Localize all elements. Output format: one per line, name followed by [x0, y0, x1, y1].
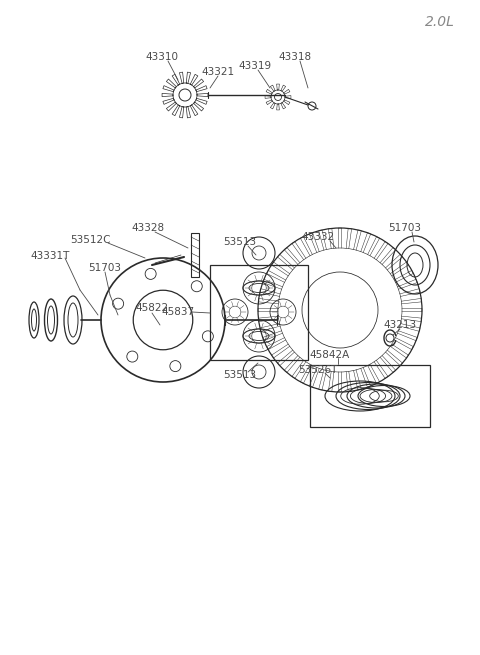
Text: 43319: 43319	[239, 61, 272, 71]
Text: 43310: 43310	[145, 52, 179, 62]
Bar	[310, 365, 430, 427]
Bar	[191, 233, 199, 277]
Text: 53513: 53513	[223, 370, 257, 380]
Bar	[210, 265, 308, 360]
Text: 43331T: 43331T	[30, 251, 70, 261]
Text: 53513: 53513	[223, 237, 257, 247]
Text: 43213: 43213	[384, 320, 417, 330]
Text: 51703: 51703	[88, 263, 121, 273]
Text: 43318: 43318	[278, 52, 312, 62]
Text: 43328: 43328	[132, 223, 165, 233]
Text: 53512C: 53512C	[70, 235, 110, 245]
Text: 43332: 43332	[301, 232, 335, 242]
Text: 45842A: 45842A	[310, 350, 350, 360]
Text: 45822: 45822	[135, 303, 168, 313]
Text: 2.0L: 2.0L	[425, 15, 455, 29]
Text: 53526T: 53526T	[298, 365, 338, 375]
Text: 45837: 45837	[161, 307, 194, 317]
Text: 51703: 51703	[388, 223, 421, 233]
Text: 43321: 43321	[202, 67, 235, 77]
